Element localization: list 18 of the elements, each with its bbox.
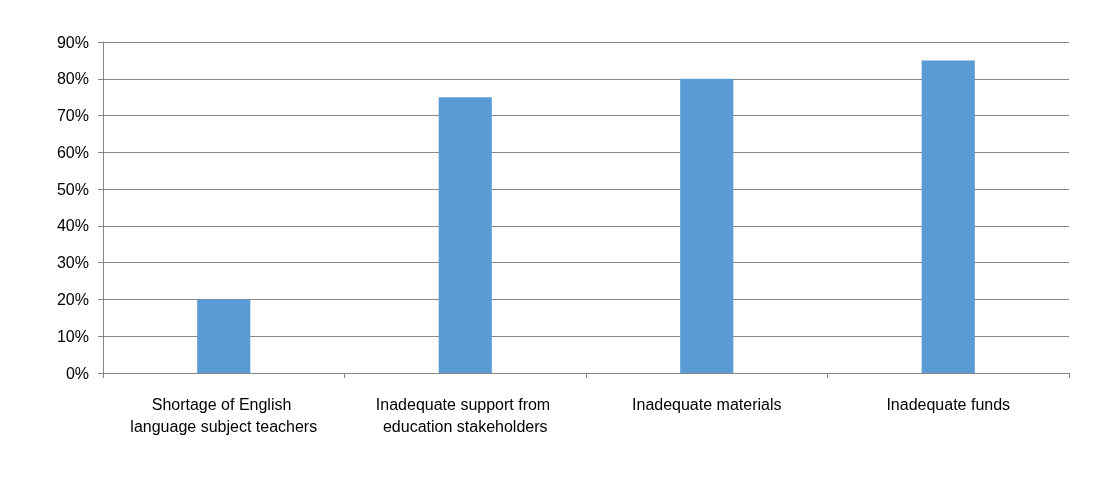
- y-tick-label: 50%: [56, 180, 89, 198]
- y-tick-label: 40%: [56, 217, 89, 235]
- bar: [921, 60, 975, 373]
- y-tick-label: 70%: [56, 107, 89, 125]
- x-tick-label: Inadequate support from education stakeholders: [375, 395, 555, 435]
- bar: [197, 299, 251, 373]
- bar: [680, 78, 734, 373]
- y-tick-label: 80%: [56, 70, 89, 88]
- x-tick-label: Shortage of English language subject teachers: [130, 395, 318, 435]
- y-tick-label: 10%: [56, 327, 89, 345]
- x-tick-label: Inadequate funds: [886, 395, 1011, 413]
- x-tick-label: Inadequate materials: [632, 395, 782, 413]
- y-tick-label: 0%: [65, 364, 89, 382]
- y-tick-label: 90%: [56, 33, 89, 51]
- y-tick-label: 60%: [56, 143, 89, 161]
- y-tick-label: 20%: [56, 290, 89, 308]
- y-tick-label: 30%: [56, 254, 89, 272]
- bar: [438, 97, 492, 373]
